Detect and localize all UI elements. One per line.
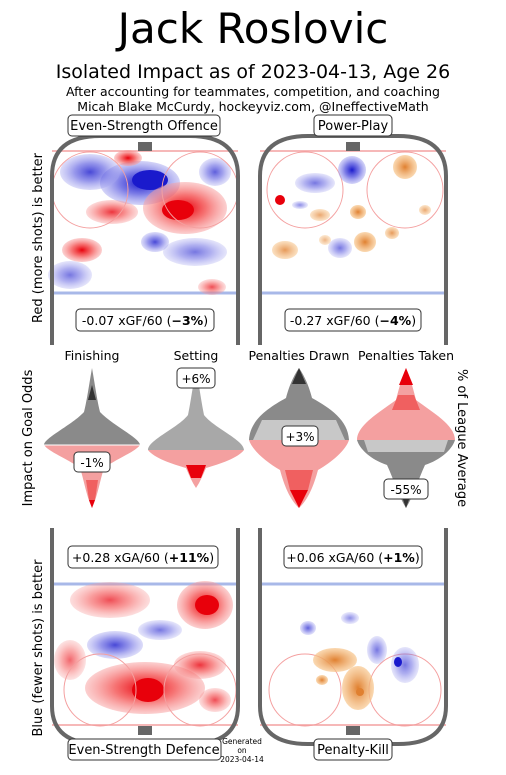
power-play-heatmap bbox=[266, 151, 444, 259]
es-defence-title: Even-Strength Defence bbox=[68, 743, 219, 758]
violin-label-taken: -55% bbox=[390, 483, 421, 497]
es-defence-value: +0.28 xGA/60 (+11%) bbox=[72, 550, 214, 565]
es-offence-title: Even-Strength Offence bbox=[70, 119, 218, 134]
es-offence-heatmap bbox=[48, 150, 239, 295]
generated-date: 2023-04-14 bbox=[220, 755, 264, 764]
power-play-value: -0.27 xGF/60 (−4%) bbox=[290, 313, 416, 328]
es-offence-panel: Even-Strength Offence -0.07 xGF/60 (−3%) bbox=[48, 114, 240, 345]
method-note: After accounting for teammates, competit… bbox=[66, 84, 440, 99]
violin-drawn: +3% bbox=[249, 368, 349, 508]
es-defence-heatmap bbox=[54, 581, 237, 727]
player-name: Jack Roslovic bbox=[117, 4, 389, 53]
penalty-kill-value: +0.06 xGA/60 (+1%) bbox=[286, 550, 419, 565]
power-play-panel: Power-Play -0.27 xGF/60 (−4%) bbox=[258, 114, 448, 345]
violin-label-finishing: -1% bbox=[80, 456, 103, 470]
violin-setting: +6% bbox=[148, 367, 244, 488]
penalty-kill-heatmap bbox=[268, 612, 442, 727]
chart-subtitle: Isolated Impact as of 2023-04-13, Age 26 bbox=[55, 61, 451, 83]
middle-side-label: Impact on Goal Odds bbox=[21, 369, 36, 506]
generated-label: Generated bbox=[222, 737, 262, 746]
violin-panel: Finishing Setting Penalties Drawn Penalt… bbox=[44, 348, 455, 508]
penalty-kill-panel: +0.06 xGA/60 (+1%) Penalty-Kill bbox=[258, 528, 448, 761]
es-offence-value: -0.07 xGF/60 (−3%) bbox=[82, 313, 208, 328]
violin-taken: -55% bbox=[357, 368, 455, 508]
power-play-title: Power-Play bbox=[318, 119, 389, 134]
violin-category-drawn: Penalties Drawn bbox=[249, 348, 350, 363]
violin-category-taken: Penalties Taken bbox=[358, 348, 454, 363]
violin-label-drawn: +3% bbox=[285, 430, 314, 444]
violin-label-setting: +6% bbox=[181, 372, 210, 386]
es-defence-panel: +0.28 xGA/60 (+11%) Even-Strength Defenc… bbox=[50, 528, 240, 761]
credit-note: Micah Blake McCurdy, hockeyviz.com, @Ine… bbox=[77, 99, 429, 114]
penalty-kill-title: Penalty-Kill bbox=[317, 743, 389, 758]
top-side-label: Red (more shots) is better bbox=[31, 152, 46, 323]
generated-on-label: on bbox=[237, 746, 247, 755]
violin-category-setting: Setting bbox=[174, 348, 219, 363]
bottom-side-label: Blue (fewer shots) is better bbox=[31, 559, 46, 737]
middle-right-label: % of League Average bbox=[454, 369, 469, 507]
violin-finishing: -1% bbox=[44, 368, 140, 508]
violin-category-finishing: Finishing bbox=[65, 348, 120, 363]
